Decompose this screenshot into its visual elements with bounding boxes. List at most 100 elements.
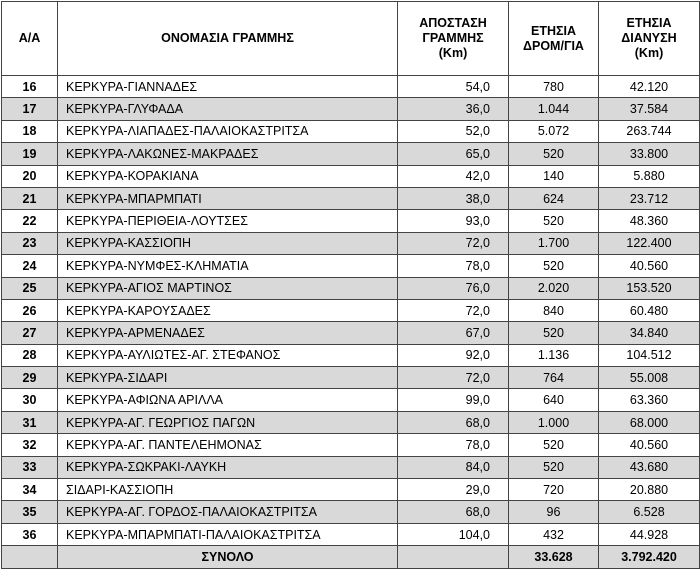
cell: ΚΕΡΚΥΡΑ-ΑΓΙΟΣ ΜΑΡΤΙΝΟΣ [57, 276, 398, 300]
header-cell: ΕΤΗΣΙΑ ΔΡΟΜ/ΓΙΑ [508, 1, 599, 76]
cell: 5.880 [598, 164, 700, 188]
cell: 40.560 [598, 433, 700, 457]
cell: 54,0 [397, 74, 509, 99]
cell: 32 [1, 433, 58, 457]
header-text: ΓΡΑΜΜΗΣ [422, 31, 484, 45]
table-row: 31 ΚΕΡΚΥΡΑ-ΑΓ. ΓΕΩΡΓΙΟΣ ΠΑΓΩΝ 68,0 1.000 68.… [1, 410, 700, 435]
cell: 20 [1, 164, 58, 188]
cell: 44.928 [598, 522, 700, 547]
table-row: 25 ΚΕΡΚΥΡΑ-ΑΓΙΟΣ ΜΑΡΤΙΝΟΣ 76,0 2.020 153.520 [1, 276, 700, 300]
cell: ΚΕΡΚΥΡΑ-ΓΙΑΝΝΑΔΕΣ [57, 74, 398, 99]
cell: 68.000 [598, 410, 700, 435]
cell: ΚΕΡΚΥΡΑ-ΛΙΑΠΑΔΕΣ-ΠΑΛΑΙΟΚΑΣΤΡΙΤΣΑ [57, 119, 398, 144]
cell: 5.072 [508, 119, 599, 144]
cell: 520 [508, 433, 599, 457]
header-text: ΟΝΟΜΑΣΙΑ ΓΡΑΜΜΗΣ [161, 31, 294, 45]
cell: 28 [1, 343, 58, 368]
total-distance: 3.792.420 [598, 545, 700, 570]
cell: 40.560 [598, 254, 700, 278]
cell: 104.512 [598, 343, 700, 368]
cell: 520 [508, 142, 599, 166]
cell: ΚΕΡΚΥΡΑ-ΑΓ. ΠΑΝΤΕΛΕΗΜΟΝΑΣ [57, 433, 398, 457]
cell: 67,0 [397, 321, 509, 345]
cell: 6.528 [598, 500, 700, 524]
table-row: 36 ΚΕΡΚΥΡΑ-ΜΠΑΡΜΠΑΤΙ-ΠΑΛΑΙΟΚΑΣΤΡΙΤΣΑ 104,0… [1, 522, 700, 547]
cell: 84,0 [397, 455, 509, 480]
total-row: ΣΥΝΟΛΟ 33.628 3.792.420 [1, 545, 700, 570]
total-label: ΣΥΝΟΛΟ [57, 545, 398, 570]
cell: 840 [508, 298, 599, 323]
cell [1, 545, 58, 570]
table-body: 16 ΚΕΡΚΥΡΑ-ΓΙΑΝΝΑΔΕΣ 54,0 780 42.120 17 ΚΕΡΚΥΡ… [1, 74, 700, 570]
cell: 68,0 [397, 500, 509, 524]
cell: 520 [508, 455, 599, 480]
cell: 30 [1, 388, 58, 412]
cell: 72,0 [397, 298, 509, 323]
cell: 36 [1, 522, 58, 547]
cell: ΚΕΡΚΥΡΑ-ΓΛΥΦΑΔΑ [57, 97, 398, 121]
cell: 640 [508, 388, 599, 412]
cell: 19 [1, 142, 58, 166]
cell: 68,0 [397, 410, 509, 435]
table-row: 20 ΚΕΡΚΥΡΑ-ΚΟΡΑΚΙΑΝΑ 42,0 140 5.880 [1, 164, 700, 188]
header-text: (Km) [438, 46, 468, 60]
cell: 720 [508, 478, 599, 502]
cell: 96 [508, 500, 599, 524]
cell: 18 [1, 119, 58, 144]
cell: 520 [508, 254, 599, 278]
cell: 1.136 [508, 343, 599, 368]
cell: 20.880 [598, 478, 700, 502]
header-text: ΕΤΗΣΙΑ [530, 23, 576, 38]
table-row: 17 ΚΕΡΚΥΡΑ-ΓΛΥΦΑΔΑ 36,0 1.044 37.584 [1, 97, 700, 121]
header-cell: ΑΠΟΣΤΑΣΗ ΓΡΑΜΜΗΣ (Km) [397, 1, 509, 76]
table-row: 16 ΚΕΡΚΥΡΑ-ΓΙΑΝΝΑΔΕΣ 54,0 780 42.120 [1, 74, 700, 99]
header-cell: ΟΝΟΜΑΣΙΑ ΓΡΑΜΜΗΣ [57, 1, 398, 76]
header-text: Α/Α [18, 31, 41, 45]
cell: 33 [1, 455, 58, 480]
header-text: ΕΤΗΣΙΑ [626, 16, 672, 30]
cell: ΚΕΡΚΥΡΑ-ΑΓ. ΓΟΡΔΟΣ-ΠΑΛΑΙΟΚΑΣΤΡΙΤΣΑ [57, 500, 398, 524]
total-trips: 33.628 [508, 545, 599, 570]
cell: 16 [1, 74, 58, 99]
cell: ΚΕΡΚΥΡΑ-ΝΥΜΦΕΣ-ΚΛΗΜΑΤΙΑ [57, 254, 398, 278]
table-header: Α/Α ΟΝΟΜΑΣΙΑ ΓΡΑΜΜΗΣ ΑΠΟΣΤΑΣΗ ΓΡΑΜΜΗΣ (Km) ΕΤ… [1, 1, 700, 76]
header-cell: ΕΤΗΣΙΑ ΔΙΑΝΥΣΗ (Km) [598, 1, 700, 76]
cell: ΚΕΡΚΥΡΑ-ΑΦΙΩΝΑ ΑΡΙΛΛΑ [57, 388, 398, 412]
cell: 33.800 [598, 142, 700, 166]
table-row: 35 ΚΕΡΚΥΡΑ-ΑΓ. ΓΟΡΔΟΣ-ΠΑΛΑΙΟΚΑΣΤΡΙΤΣΑ 68,0… [1, 500, 700, 524]
cell: 26 [1, 298, 58, 323]
cell: 37.584 [598, 97, 700, 121]
cell: 624 [508, 186, 599, 211]
cell: 22 [1, 209, 58, 233]
table-row: 26 ΚΕΡΚΥΡΑ-ΚΑΡΟΥΣΑΔΕΣ 72,0 840 60.480 [1, 298, 700, 323]
cell: ΚΕΡΚΥΡΑ-ΚΟΡΑΚΙΑΝΑ [57, 164, 398, 188]
cell: 153.520 [598, 276, 700, 300]
cell: 93,0 [397, 209, 509, 233]
cell: 520 [508, 209, 599, 233]
cell: ΚΕΡΚΥΡΑ-ΜΠΑΡΜΠΑΤΙ-ΠΑΛΑΙΟΚΑΣΤΡΙΤΣΑ [57, 522, 398, 547]
cell: ΚΕΡΚΥΡΑ-ΣΙΔΑΡΙ [57, 366, 398, 390]
cell: ΚΕΡΚΥΡΑ-ΛΑΚΩΝΕΣ-ΜΑΚΡΑΔΕΣ [57, 142, 398, 166]
cell: 780 [508, 74, 599, 99]
cell: 92,0 [397, 343, 509, 368]
cell: 23 [1, 231, 58, 256]
cell: 43.680 [598, 455, 700, 480]
cell: 263.744 [598, 119, 700, 144]
cell: 23.712 [598, 186, 700, 211]
cell: 65,0 [397, 142, 509, 166]
cell: 48.360 [598, 209, 700, 233]
cell: 99,0 [397, 388, 509, 412]
cell: 2.020 [508, 276, 599, 300]
cell: 60.480 [598, 298, 700, 323]
cell: 764 [508, 366, 599, 390]
cell: 36,0 [397, 97, 509, 121]
cell: 520 [508, 321, 599, 345]
cell: 72,0 [397, 231, 509, 256]
table-row: 34 ΣΙΔΑΡΙ-ΚΑΣΣΙΟΠΗ 29,0 720 20.880 [1, 478, 700, 502]
table-row: 27 ΚΕΡΚΥΡΑ-ΑΡΜΕΝΑΔΕΣ 67,0 520 34.840 [1, 321, 700, 345]
table-row: 22 ΚΕΡΚΥΡΑ-ΠΕΡΙΘΕΙΑ-ΛΟΥΤΣΕΣ 93,0 520 48.360 [1, 209, 700, 233]
cell: 31 [1, 410, 58, 435]
cell: 24 [1, 254, 58, 278]
cell: 21 [1, 186, 58, 211]
